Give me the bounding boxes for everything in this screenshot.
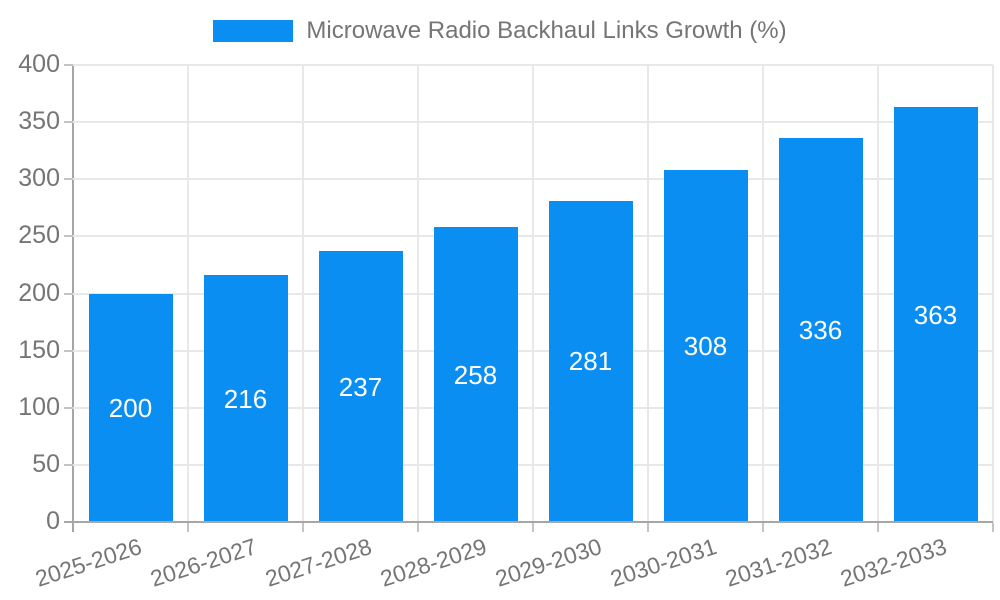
x-gridline <box>647 65 649 522</box>
y-axis-tick <box>64 235 73 238</box>
legend-swatch-icon <box>213 20 294 42</box>
bar <box>433 227 518 522</box>
y-axis-tick-label: 400 <box>18 50 60 78</box>
y-axis-tick-label: 0 <box>46 507 60 535</box>
bar-value-label: 336 <box>798 315 843 346</box>
y-axis-tick-label: 50 <box>32 449 60 478</box>
y-axis-tick <box>64 406 73 409</box>
bar <box>778 138 863 522</box>
y-axis-tick-label: 250 <box>18 221 60 250</box>
y-axis-tick-label: 350 <box>18 107 60 136</box>
x-gridline <box>302 65 304 522</box>
x-axis-tick <box>992 523 994 532</box>
y-axis-tick <box>64 292 73 295</box>
y-axis-tick-label: 100 <box>18 392 60 421</box>
bar <box>203 275 288 522</box>
x-axis-tick <box>647 523 649 532</box>
y-axis-tick <box>64 121 73 124</box>
x-axis-tick <box>302 523 304 532</box>
x-gridline <box>762 65 764 522</box>
y-axis-tick <box>64 64 73 66</box>
x-gridline <box>187 65 189 522</box>
x-axis-tick <box>417 523 419 532</box>
legend-label: Microwave Radio Backhaul Links Growth (%… <box>306 17 787 44</box>
bar-value-label: 308 <box>683 331 728 362</box>
bar <box>663 170 748 522</box>
x-axis-tick <box>762 523 764 532</box>
x-axis-tick <box>72 523 74 532</box>
bar-value-label: 237 <box>338 371 383 402</box>
bar-value-label: 216 <box>223 383 268 414</box>
bar <box>88 293 173 522</box>
bar-value-label: 200 <box>108 392 153 423</box>
y-axis-tick <box>64 349 73 352</box>
y-axis-tick-label: 300 <box>18 164 60 193</box>
bar-value-label: 363 <box>913 299 958 330</box>
y-axis-tick <box>64 178 73 181</box>
x-axis-tick <box>187 523 189 532</box>
x-gridline <box>877 65 879 522</box>
x-gridline <box>992 65 994 522</box>
bar-value-label: 258 <box>453 359 498 390</box>
bar-value-label: 281 <box>568 346 613 377</box>
bar <box>548 200 633 522</box>
plot-area: 200 216 237 258 281 308 336 363 <box>73 64 994 522</box>
y-axis <box>72 65 74 530</box>
y-axis-tick <box>64 463 73 466</box>
x-axis-tick <box>877 523 879 532</box>
x-axis <box>64 521 993 523</box>
bar <box>893 107 978 522</box>
bar <box>318 251 403 522</box>
y-axis-tick <box>64 521 73 523</box>
x-gridline <box>532 65 534 522</box>
legend[interactable]: Microwave Radio Backhaul Links Growth (%… <box>0 16 1000 46</box>
y-axis-tick-label: 150 <box>18 335 60 364</box>
y-axis-tick-label: 200 <box>18 278 60 307</box>
x-gridline <box>417 65 419 522</box>
x-axis-tick <box>532 523 534 532</box>
